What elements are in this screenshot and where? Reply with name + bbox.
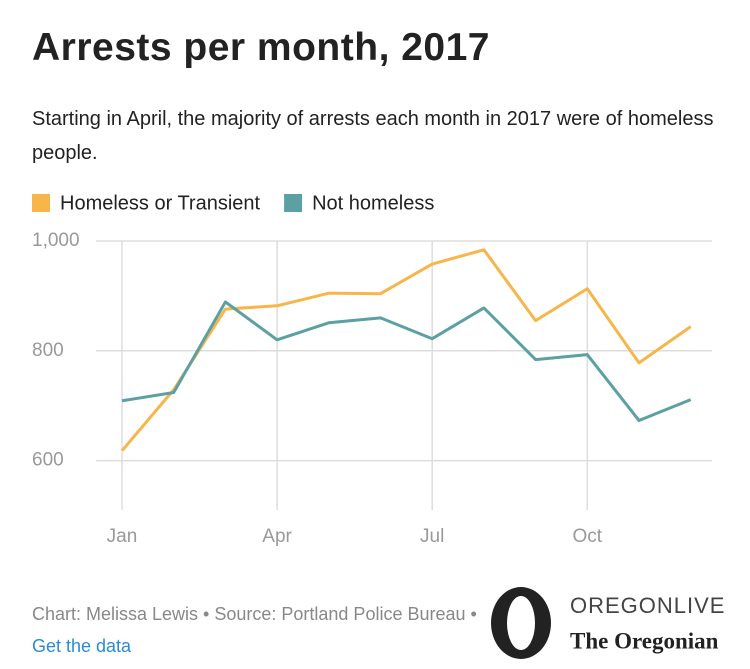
- legend-swatch: [284, 194, 303, 212]
- chart: Homeless or Transient Not homeless 600 800 1…: [32, 192, 712, 547]
- logo-bottom: The Oregonian: [570, 628, 719, 653]
- logo: OREGONLIVE The Oregonian: [491, 587, 725, 659]
- legend-swatch: [32, 194, 50, 212]
- logo-mark: [507, 596, 535, 650]
- x-tick-label: Jul: [420, 526, 444, 547]
- footer: Chart: Melissa Lewis • Source: Portland …: [32, 598, 482, 662]
- series-line: [121, 300, 692, 423]
- series-line: [120, 248, 692, 452]
- x-tick-label: Jan: [107, 526, 138, 547]
- logo-top: OREGONLIVE: [570, 593, 725, 618]
- x-tick-label: Oct: [573, 526, 603, 547]
- y-tick-label: 1,000: [32, 230, 80, 251]
- legend-label: Not homeless: [312, 192, 434, 214]
- source: Chart: Melissa Lewis • Source: Portland …: [32, 604, 477, 624]
- legend-label: Homeless or Transient: [60, 192, 261, 214]
- x-tick-label: Apr: [262, 526, 292, 547]
- y-tick-label: 800: [32, 340, 64, 361]
- y-tick-label: 600: [32, 450, 64, 471]
- chart-subtitle: Starting in April, the majority of arres…: [32, 108, 714, 164]
- chart-title: Arrests per month, 2017: [32, 26, 491, 69]
- data-link[interactable]: Get the data: [32, 636, 132, 656]
